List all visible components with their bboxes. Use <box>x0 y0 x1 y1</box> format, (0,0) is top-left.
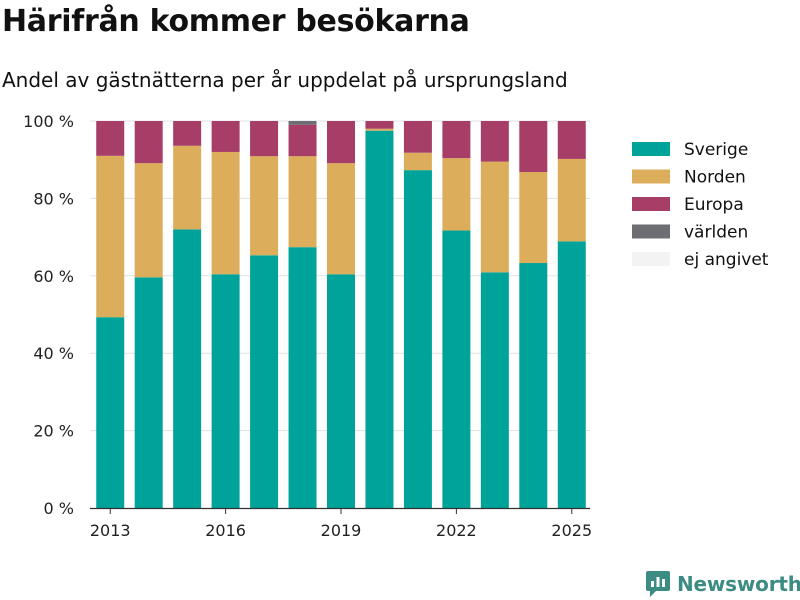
x-tick-label: 2016 <box>205 521 246 540</box>
bar-segment <box>557 158 586 242</box>
bar-stack <box>519 121 548 508</box>
legend-label: världen <box>684 223 748 243</box>
x-tick-label: 2025 <box>551 521 592 540</box>
legend-label: Norden <box>684 168 746 188</box>
bar-segment <box>96 121 125 156</box>
x-tick-label: 2019 <box>321 521 362 540</box>
bar-stack <box>134 121 163 508</box>
legend: Sverige Norden Europa världen ej angivet <box>632 140 769 270</box>
newsworthy-logo: Newsworthy <box>645 569 800 599</box>
bar-segment <box>327 163 355 275</box>
bar-segment <box>288 124 317 157</box>
bar-stack <box>442 121 471 508</box>
legend-swatch <box>632 169 670 184</box>
legend-swatch <box>632 197 670 211</box>
legend-swatch <box>632 224 670 239</box>
bar-segment <box>288 121 317 125</box>
bar-segment <box>134 277 163 508</box>
bar-segment <box>365 130 394 509</box>
bar-stack <box>557 121 586 508</box>
bar-segment <box>403 152 432 171</box>
bar-segment <box>134 163 163 278</box>
legend-item: Sverige <box>632 140 748 160</box>
y-tick-label: 60 % <box>33 267 74 286</box>
bar-segment <box>288 247 317 509</box>
bar-segment <box>557 241 586 508</box>
y-tick-label: 20 % <box>33 422 74 441</box>
bar-segment <box>519 263 548 508</box>
bar-segment <box>403 170 432 509</box>
bar-segment <box>519 172 548 264</box>
bar-segment <box>288 156 317 248</box>
bar-segment <box>327 274 355 508</box>
page-subtitle: Andel av gästnätterna per år uppdelat på… <box>2 68 568 92</box>
bar-segment <box>250 156 279 256</box>
bar-segment <box>480 272 509 508</box>
legend-item: Europa <box>632 195 744 215</box>
bar-segment <box>365 121 394 129</box>
newsworthy-logo-icon <box>646 571 670 597</box>
bar-segment <box>134 121 163 164</box>
y-tick-label: 40 % <box>33 344 74 363</box>
bar-stack <box>211 121 240 508</box>
bar-segment <box>250 255 279 508</box>
bar-segment <box>442 158 471 231</box>
bar-stack <box>173 121 202 509</box>
bar-stack <box>480 121 509 508</box>
bar-stack <box>327 121 355 508</box>
bar-segment <box>519 121 548 173</box>
bar-segment <box>173 145 202 230</box>
y-tick-label: 100 % <box>23 112 74 131</box>
bar-segment <box>557 121 586 159</box>
bar-segment <box>173 121 202 146</box>
bar-segment <box>250 121 279 157</box>
legend-label: ej angivet <box>684 250 769 270</box>
bar-stack <box>365 121 394 509</box>
legend-swatch <box>632 252 670 266</box>
bar-segment <box>173 229 202 509</box>
bars <box>96 121 586 509</box>
bar-segment <box>442 230 471 508</box>
legend-swatch <box>632 142 670 156</box>
x-tick-label: 2013 <box>90 521 131 540</box>
bar-segment <box>211 121 240 152</box>
bar-stack <box>96 121 125 508</box>
legend-item: Norden <box>632 168 746 188</box>
y-tick-label: 80 % <box>33 189 74 208</box>
bar-stack <box>288 121 317 509</box>
bar-segment <box>480 161 509 273</box>
bar-segment <box>403 121 432 153</box>
bar-segment <box>327 121 355 164</box>
legend-item: världen <box>632 223 748 243</box>
bar-segment <box>211 151 240 275</box>
legend-label: Europa <box>684 195 744 215</box>
bar-segment <box>480 121 509 162</box>
bar-stack <box>403 121 432 509</box>
x-tick-label: 2022 <box>436 521 477 540</box>
page-title: Härifrån kommer besökarna <box>2 4 470 39</box>
legend-label: Sverige <box>684 140 748 160</box>
bar-segment <box>96 317 125 508</box>
bar-segment <box>96 155 125 318</box>
axes: 0 % 20 % 40 % 60 % 80 % 100 % 2013 2016 2019 2022… <box>23 112 592 540</box>
bar-segment <box>442 121 471 159</box>
legend-item: ej angivet <box>632 250 769 270</box>
bar-segment <box>365 128 394 131</box>
y-tick-label: 0 % <box>44 499 74 518</box>
bar-stack <box>250 121 279 508</box>
bar-segment <box>211 274 240 508</box>
logo-text: Newsworthy <box>677 572 800 596</box>
